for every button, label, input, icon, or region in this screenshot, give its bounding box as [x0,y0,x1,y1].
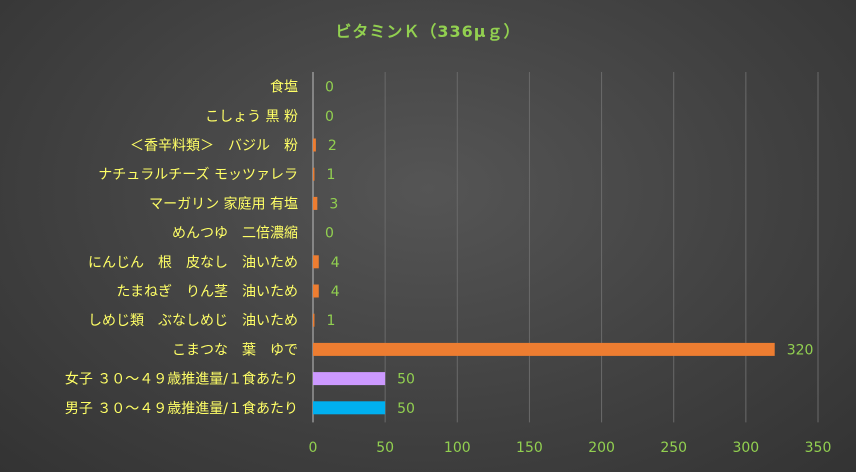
bar [313,401,386,415]
category-label: 男子 ３０～４９歳推進量/１食あたり [65,400,298,417]
data-label: 4 [331,255,340,271]
x-tick-label: 150 [516,440,543,456]
category-label: 食塩 [270,79,298,96]
x-tick-label: 50 [376,440,394,456]
data-label: 50 [397,372,415,388]
data-label: 1 [326,313,335,329]
bar [313,196,318,210]
data-label: 50 [397,401,415,417]
category-label: 女子 ３０～４９歳推進量/１食あたり [65,371,298,388]
data-label: 0 [325,80,334,96]
data-label: 3 [329,196,338,212]
chart-title: ビタミンＫ（336μｇ） [335,22,521,41]
category-label: マーガリン 家庭用 有塩 [149,195,298,212]
x-tick-label: 250 [660,440,687,456]
x-tick-label: 200 [588,440,615,456]
category-label: たまねぎ りん茎 油いため [116,284,298,300]
data-label: 0 [325,226,334,242]
category-label: しめじ類 ぶなしめじ 油いため [88,313,298,329]
bar [313,372,386,386]
data-label: 0 [325,109,334,125]
category-label: ＜香辛料類＞ バジル 粉 [130,138,298,154]
x-tick-label: 100 [444,440,471,456]
data-label: 4 [331,284,340,300]
bar [313,284,319,298]
data-label: 1 [326,167,335,183]
data-label: 2 [328,138,337,154]
x-tick-label: 300 [732,440,759,456]
bar [313,167,315,181]
x-tick-label: 350 [805,440,832,456]
category-label: こしょう 黒 粉 [205,109,298,125]
category-label: にんじん 根 皮なし 油いため [88,255,298,271]
category-label: めんつゆ 二倍濃縮 [172,226,298,242]
bar [313,313,315,327]
category-label: ナチュラルチーズ モッツァレラ [98,167,298,183]
data-label: 320 [787,342,814,358]
bar [313,342,775,356]
category-label: こまつな 葉 ゆで [172,342,298,358]
bar [313,255,319,269]
bar [313,138,316,152]
x-tick-label: 0 [309,440,318,456]
